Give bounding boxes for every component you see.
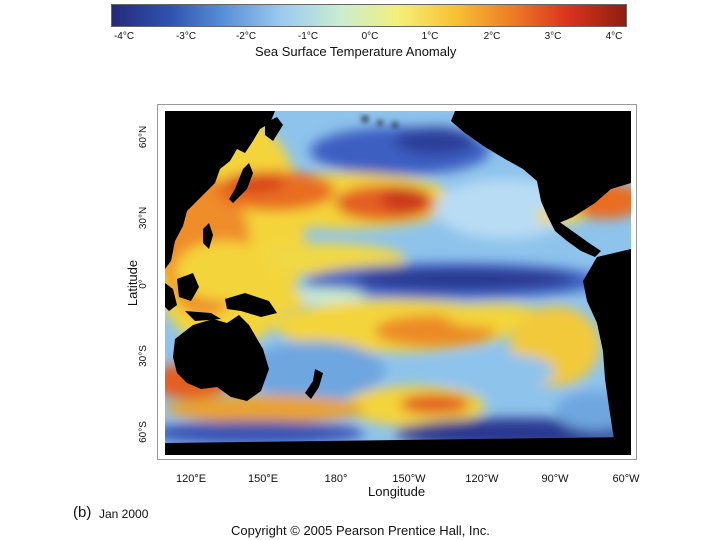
aleutian-island [362, 116, 368, 122]
japan [229, 163, 253, 203]
kamchatka [265, 117, 283, 141]
anomaly-patch [355, 268, 575, 290]
anomaly-patch [175, 241, 275, 301]
colorbar-tick: -3°C [175, 31, 197, 42]
anomaly-patch [381, 187, 429, 211]
north-america [451, 111, 631, 223]
central-america [547, 215, 601, 257]
colorbar-tick: 3°C [544, 31, 562, 42]
date-label: Jan 2000 [99, 507, 149, 521]
colorbar-tick: -2°C [235, 31, 257, 42]
y-axis-label: Latitude [125, 259, 140, 307]
anomaly-patch [165, 421, 365, 445]
sumatra [165, 283, 177, 311]
new-zealand [305, 369, 323, 399]
aleutian-islands [362, 116, 398, 128]
lat-tick: 60°N [138, 125, 149, 149]
philippines [203, 223, 213, 249]
lon-tick: 90°W [541, 473, 569, 485]
panel-label: (b) [73, 504, 92, 521]
anomaly-patch [225, 173, 285, 193]
aleutian-island [392, 122, 398, 128]
australia [173, 315, 269, 401]
lat-tick: 30°N [138, 206, 149, 230]
anomaly-patch [400, 394, 470, 414]
colorbar-tick: 4°C [605, 31, 623, 42]
antarctica [165, 437, 631, 455]
anomaly-patch [395, 127, 475, 155]
anomaly-patch [165, 395, 365, 423]
lat-tick: 30°S [138, 345, 149, 367]
x-axis-label: Longitude [368, 484, 426, 499]
colorbar-tick: -1°C [297, 31, 319, 42]
lon-tick: 150°E [247, 473, 279, 485]
lon-tick: 180° [324, 473, 348, 485]
lon-tick: 120°W [465, 473, 499, 485]
anomaly-patch [435, 353, 555, 389]
lat-tick: 60°S [138, 421, 149, 443]
south-america [583, 249, 631, 455]
sst-anomaly-map [165, 111, 631, 455]
copyright-text: Copyright © 2005 Pearson Prentice Hall, … [231, 523, 490, 538]
colorbar-tick: 0°C [361, 31, 379, 42]
anomaly-patch [285, 288, 365, 304]
anomaly-field [165, 111, 631, 448]
colorbar-tick: 2°C [483, 31, 501, 42]
map-frame [157, 104, 637, 460]
new-guinea [225, 293, 277, 317]
indonesia-islands [185, 311, 221, 321]
lon-tick: 60°W [612, 473, 640, 485]
colorbar [111, 4, 627, 27]
lon-tick: 150°W [392, 473, 426, 485]
aleutian-island [377, 120, 383, 126]
borneo [177, 273, 199, 301]
lon-tick: 120°E [175, 473, 207, 485]
colorbar-title: Sea Surface Temperature Anomaly [255, 44, 457, 59]
colorbar-tick: -4°C [113, 31, 135, 42]
colorbar-tick: 1°C [421, 31, 439, 42]
asia-landmass [165, 111, 275, 269]
land [165, 111, 631, 455]
